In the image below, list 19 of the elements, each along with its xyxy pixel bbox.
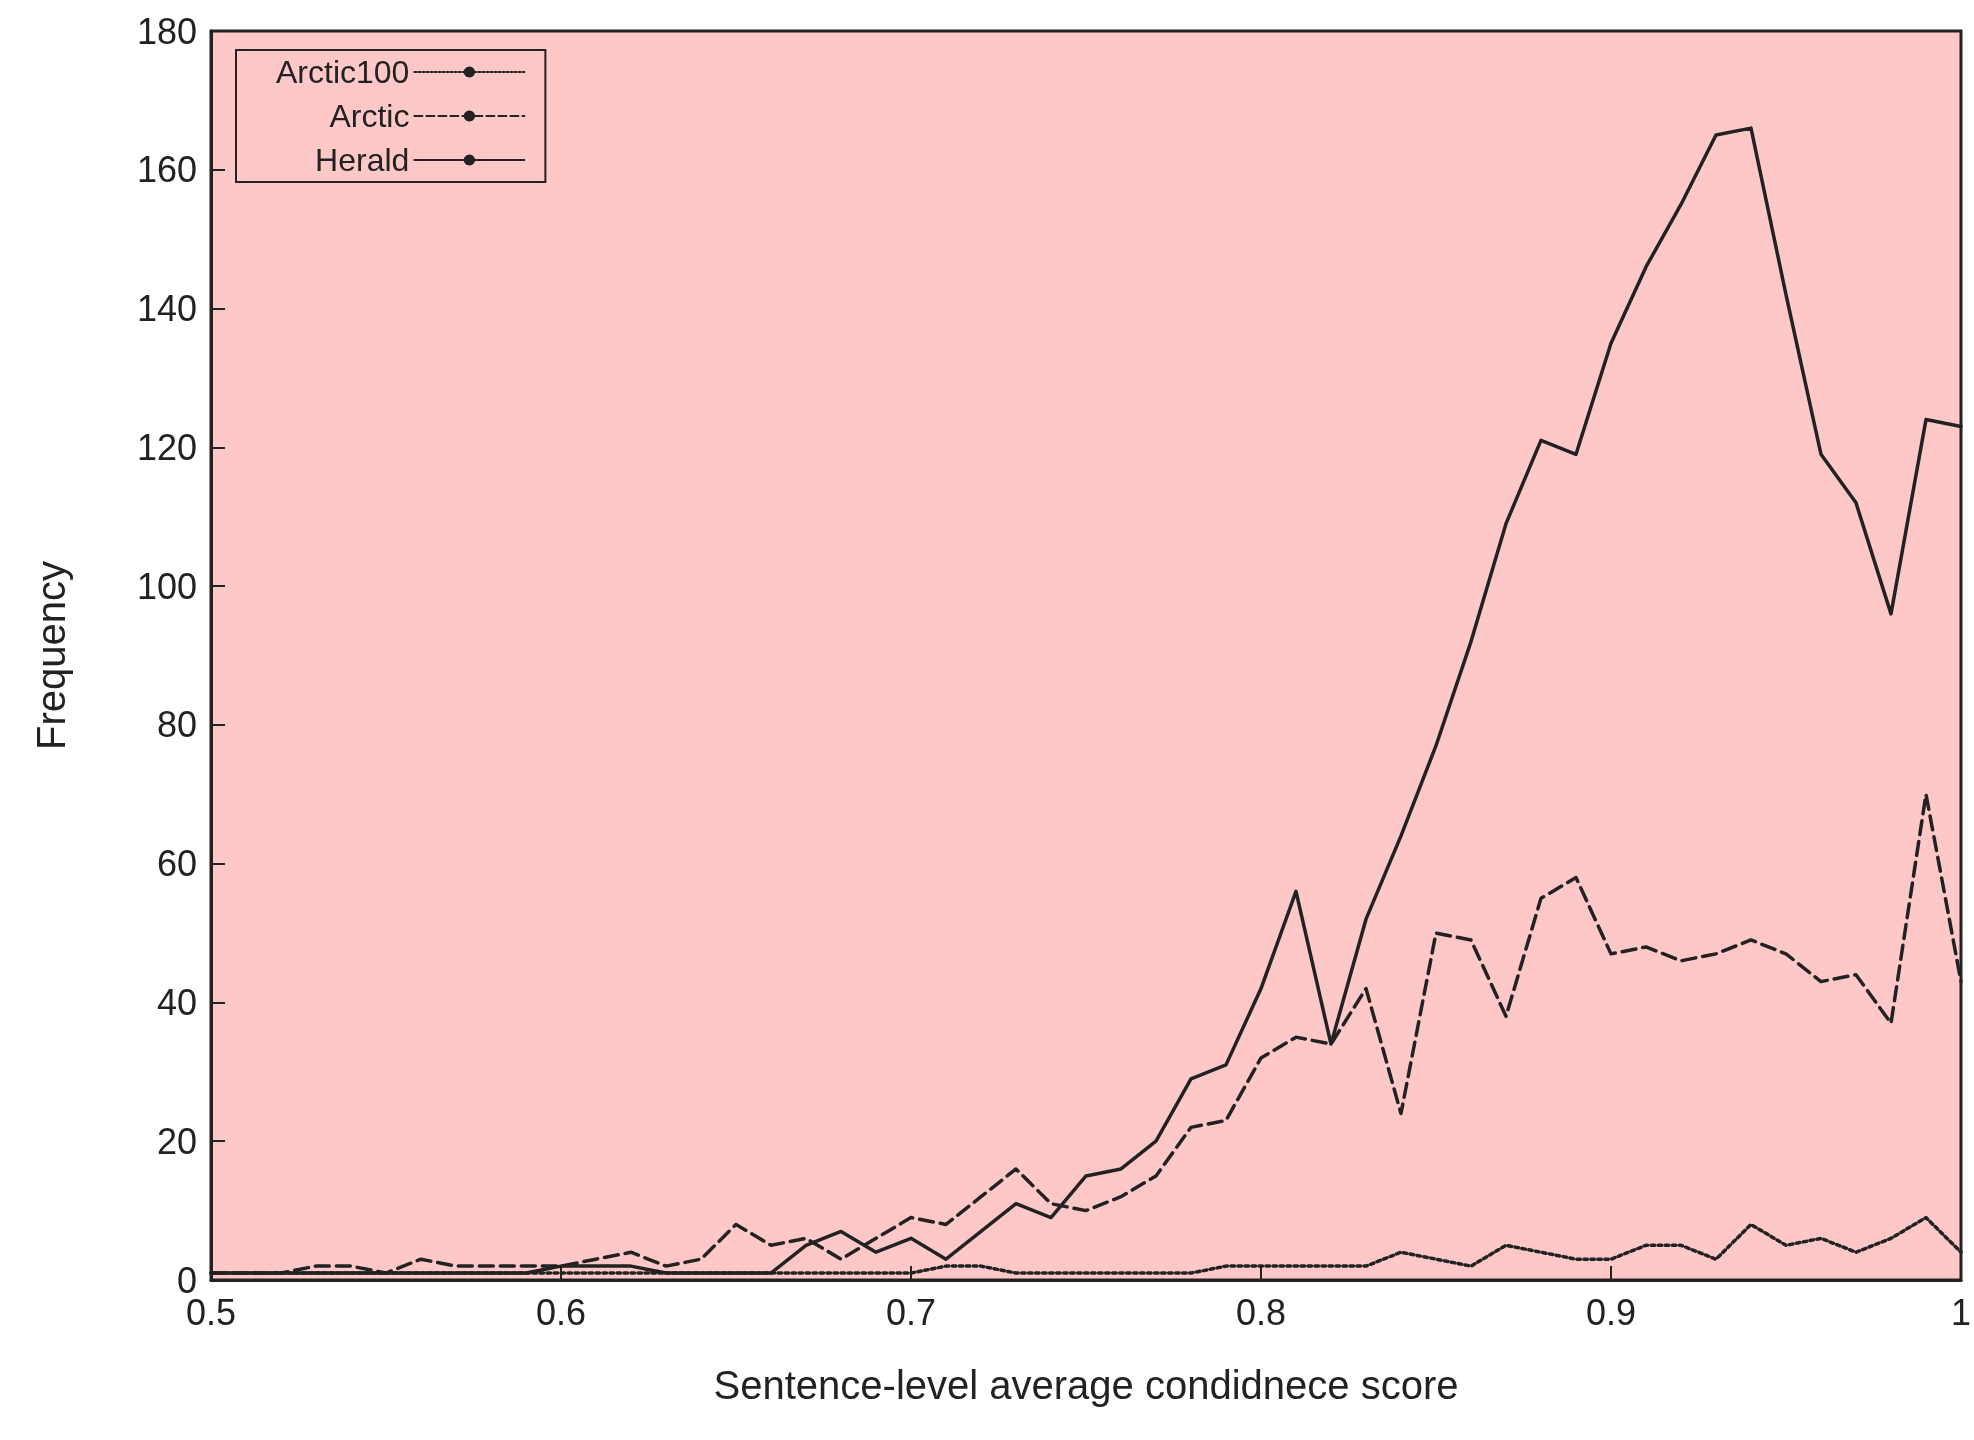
legend-label: Arctic100	[276, 54, 410, 90]
y-tick-label: 160	[136, 149, 197, 191]
x-tick-label: 0.6	[535, 1291, 587, 1333]
x-axis-title: Sentence-level average condidnece score	[713, 1363, 1459, 1407]
y-tick-label: 20	[156, 1120, 197, 1162]
y-tick-label: 120	[136, 426, 197, 468]
legend-label: Arctic	[329, 98, 410, 134]
y-tick-label: 60	[156, 843, 197, 885]
y-tick-label: 140	[136, 288, 197, 330]
x-tick-label: 1	[1950, 1291, 1971, 1333]
x-tick-label: 0.8	[1235, 1291, 1287, 1333]
y-axis-title: Frequency	[29, 561, 73, 750]
y-tick-label: 80	[156, 704, 197, 746]
y-tick-label: 180	[136, 10, 197, 52]
y-tick-label: 40	[156, 981, 197, 1023]
x-tick-label: 0.9	[1585, 1291, 1637, 1333]
x-tick-label: 0.7	[885, 1291, 937, 1333]
legend-label: Herald	[315, 142, 410, 178]
y-tick-label: 100	[136, 565, 197, 607]
